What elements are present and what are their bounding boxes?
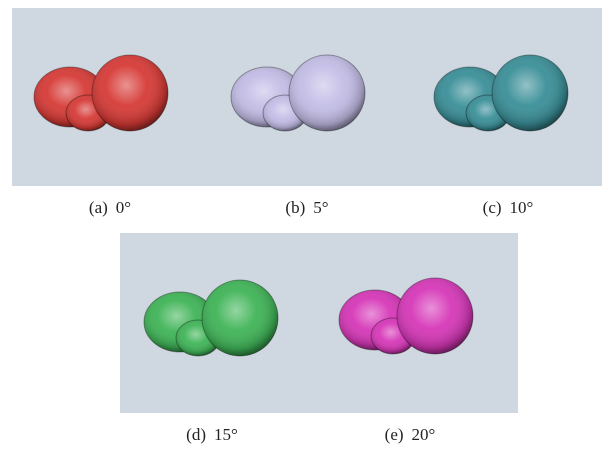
caption-angle: 15°	[214, 425, 238, 444]
caption-angle: 5°	[313, 198, 328, 217]
blob-shading	[289, 55, 365, 131]
figure: (a) 0° (b) 5° (c) 10° (d) 15° (e) 20°	[0, 0, 615, 456]
caption-label: (a)	[89, 198, 108, 217]
caption: (d) 15°	[186, 425, 238, 444]
caption-label: (c)	[483, 198, 502, 217]
blob-shading	[202, 280, 278, 356]
blob-shading	[492, 55, 568, 131]
caption-angle: 10°	[510, 198, 534, 217]
caption: (a) 0°	[89, 198, 131, 217]
caption-angle: 0°	[116, 198, 131, 217]
caption-angle: 20°	[412, 425, 436, 444]
caption-label: (b)	[285, 198, 305, 217]
caption: (c) 10°	[483, 198, 534, 217]
blob-shading	[92, 55, 168, 131]
blob-shading	[397, 278, 473, 354]
caption-label: (e)	[385, 425, 404, 444]
caption: (e) 20°	[385, 425, 436, 444]
caption: (b) 5°	[285, 198, 328, 217]
caption-label: (d)	[186, 425, 206, 444]
